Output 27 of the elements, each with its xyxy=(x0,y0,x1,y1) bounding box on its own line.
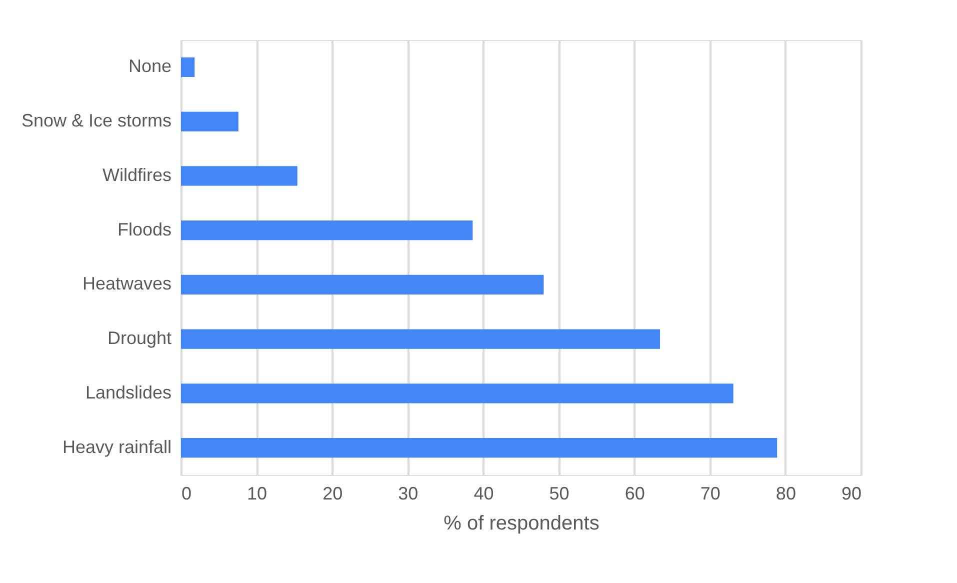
y-tick-label: None xyxy=(128,56,172,76)
y-tick-label: Wildfires xyxy=(102,164,172,185)
x-tick-label: 50 xyxy=(549,484,570,504)
x-tick-label: 0 xyxy=(182,484,192,504)
x-tick-label: 70 xyxy=(700,484,720,504)
x-tick-label: 40 xyxy=(474,484,494,504)
bar xyxy=(181,384,734,404)
y-tick-label: Landslides xyxy=(85,382,172,402)
y-tick-label: Heavy rainfall xyxy=(62,436,172,457)
bar xyxy=(181,112,238,132)
bar xyxy=(181,438,778,458)
bar xyxy=(181,220,473,240)
x-tick-label: 30 xyxy=(398,484,418,504)
x-tick-label: 80 xyxy=(776,484,796,504)
bar xyxy=(181,274,544,294)
y-tick-label: Heatwaves xyxy=(82,274,172,294)
y-tick-label: Floods xyxy=(117,219,172,240)
bar xyxy=(181,57,195,77)
y-tick-label: Snow & Ice storms xyxy=(21,110,172,131)
y-tick-label: Drought xyxy=(107,328,172,348)
bar xyxy=(181,329,660,349)
x-tick-label: 60 xyxy=(624,484,645,504)
x-tick-label: 90 xyxy=(841,484,862,504)
x-tick-label: 20 xyxy=(322,484,343,504)
x-tick-label: 10 xyxy=(247,484,268,504)
x-axis-title: % of respondents xyxy=(444,512,600,534)
bar xyxy=(181,166,298,186)
